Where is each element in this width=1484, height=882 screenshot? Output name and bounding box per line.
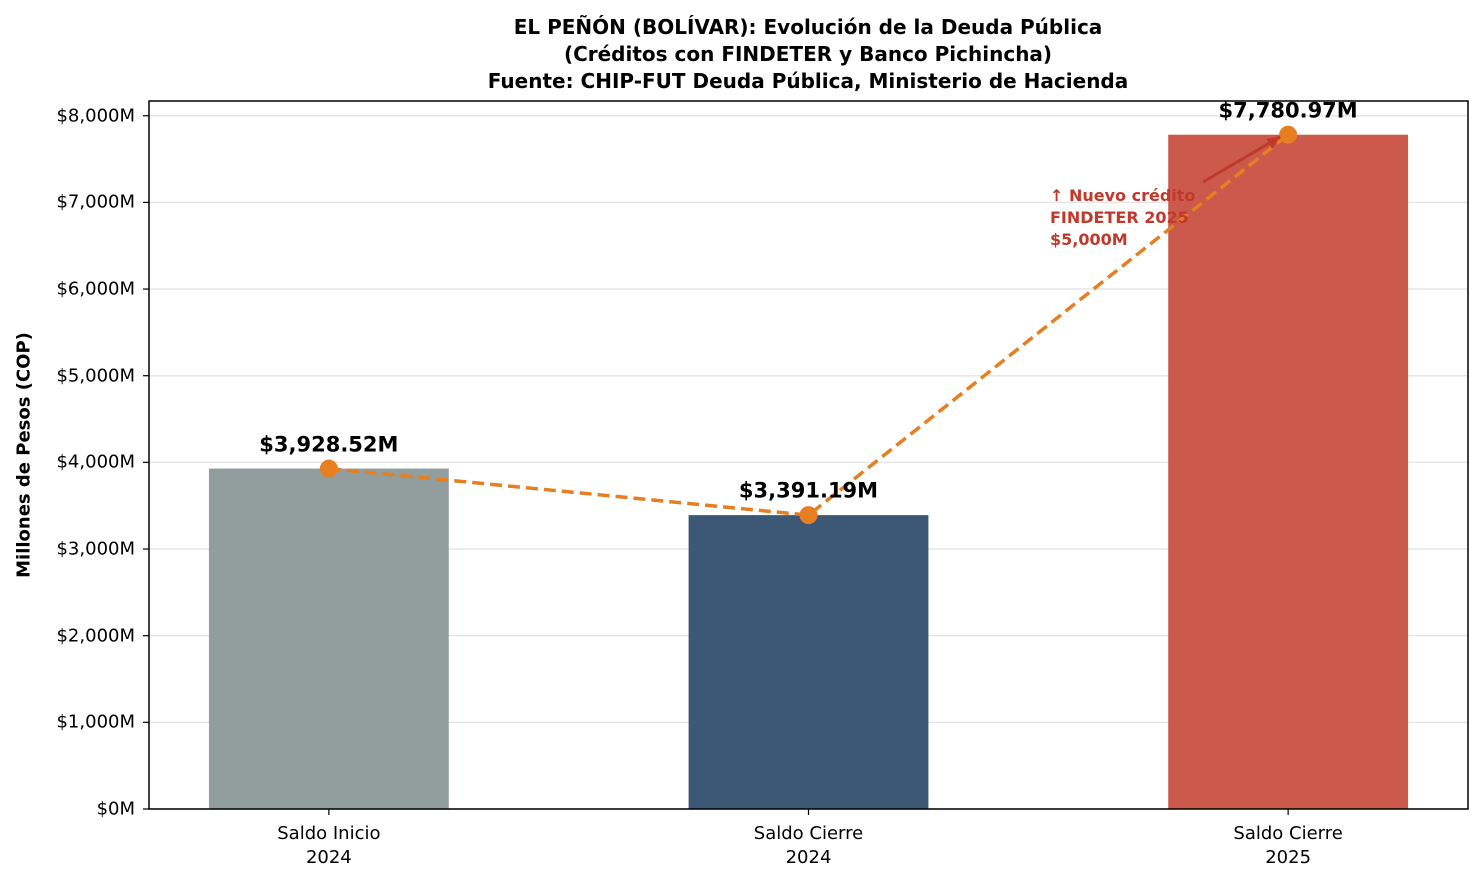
y-tick-label: $7,000M <box>56 191 135 213</box>
x-tick-label: Saldo Inicio 2024 <box>277 823 381 868</box>
chart-title: (Créditos con FINDETER y Banco Pichincha… <box>563 42 1053 66</box>
value-label: $7,780.97M <box>1218 98 1358 123</box>
y-tick-label: $2,000M <box>56 624 135 646</box>
y-tick-label: $4,000M <box>56 451 135 473</box>
trend-line <box>328 133 1290 517</box>
y-tick-label: $5,000M <box>56 365 135 387</box>
bar <box>1168 134 1409 809</box>
x-tick-label: Saldo Cierre 2024 <box>753 823 864 868</box>
y-axis-label: Millones de Pesos (COP) <box>13 332 35 578</box>
annotation-arrow <box>1202 135 1281 184</box>
bar <box>208 468 449 809</box>
chart-title: Fuente: CHIP-FUT Deuda Pública, Minister… <box>487 69 1129 93</box>
bar <box>688 515 929 809</box>
value-label: $3,391.19M <box>738 478 879 503</box>
trend-point <box>1279 125 1298 144</box>
y-tick-label: $8,000M <box>56 105 135 127</box>
trend-point <box>319 459 338 478</box>
annotation: ↑ Nuevo crédito FINDETER 2025 $5,000M <box>1050 186 1196 249</box>
y-tick-label: $1,000M <box>56 711 135 733</box>
annotation-arrowhead <box>1266 136 1281 149</box>
plot-frame <box>148 100 1469 810</box>
x-tick-label: Saldo Cierre 2025 <box>1233 823 1343 868</box>
y-tick-label: $0M <box>96 798 135 820</box>
chart-title: EL PEÑÓN (BOLÍVAR): Evolución de la Deud… <box>513 15 1103 39</box>
trend-point <box>799 506 818 525</box>
y-tick-label: $6,000M <box>56 278 135 300</box>
value-label: $3,928.52M <box>259 431 399 456</box>
y-tick-label: $3,000M <box>56 538 135 560</box>
